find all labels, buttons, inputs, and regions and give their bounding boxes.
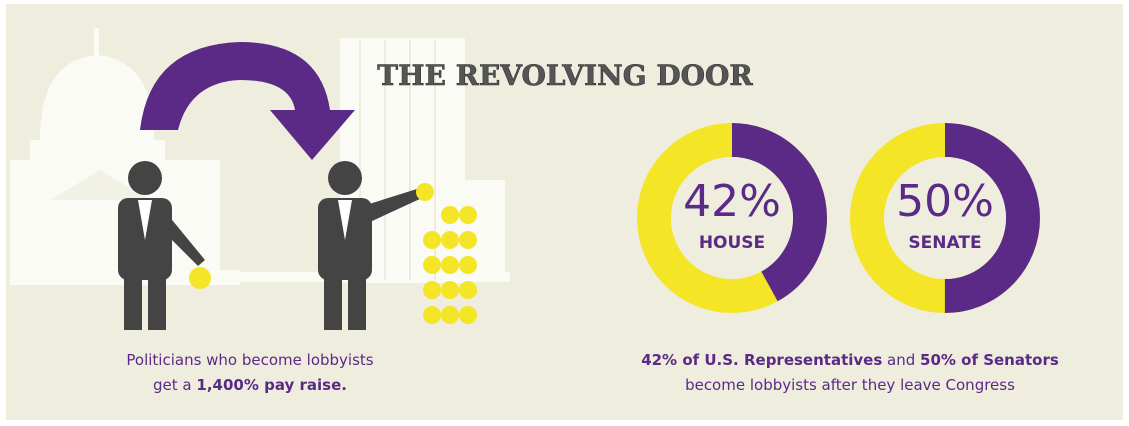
left-caption-line2: get a 1,400% pay raise. xyxy=(153,376,347,394)
money-bag xyxy=(189,267,211,289)
donut-segment xyxy=(637,123,827,313)
caption-bold: 50% of Senators xyxy=(920,351,1059,369)
right-caption-line2: become lobbyists after they leave Congre… xyxy=(685,376,1015,394)
arrow xyxy=(140,42,355,160)
left-caption-line1: Politicians who become lobbyists xyxy=(126,351,373,369)
caption-plain: and xyxy=(882,351,920,369)
donut-name: HOUSE xyxy=(699,233,765,253)
right-caption-line1: 42% of U.S. Representatives and 50% of S… xyxy=(641,351,1059,369)
donut-value: 42% xyxy=(683,176,781,227)
donuts: 42% HOUSE 50% SENATE xyxy=(637,123,1040,313)
title: THE REVOLVING DOOR xyxy=(377,59,753,92)
caption-plain: get a xyxy=(153,376,196,394)
donut-value: 50% xyxy=(896,176,994,227)
donut-hole xyxy=(671,157,793,279)
donut-name: SENATE xyxy=(908,233,981,253)
donut-segment xyxy=(850,123,1040,313)
caption-bold: 42% of U.S. Representatives xyxy=(641,351,882,369)
donut-hole xyxy=(884,157,1006,279)
money-bags xyxy=(416,183,477,324)
lobbyist xyxy=(318,161,422,330)
caption-bold: 1,400% pay raise. xyxy=(196,376,347,394)
politician xyxy=(118,161,205,330)
